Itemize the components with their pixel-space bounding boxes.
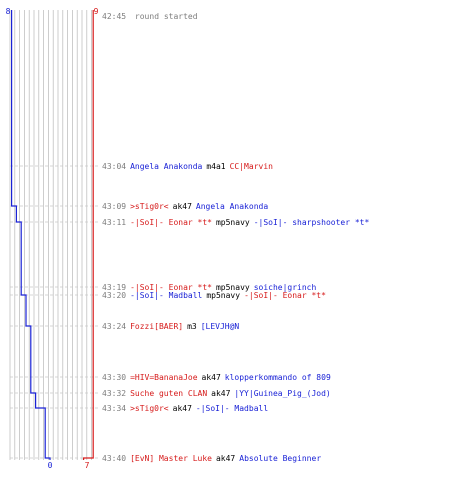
victim-name: Absolute Beginner	[239, 454, 321, 463]
weapon-name: ak47	[216, 454, 235, 463]
victim-name: -|SoI|- Madball	[196, 404, 268, 413]
victim-name: -|SoI|- Eonar *t*	[244, 291, 326, 300]
kill-entry: 43:34 >sTig0r< ak47 -|SoI|- Madball	[102, 404, 268, 413]
entry-time: 43:11	[102, 218, 126, 227]
victim-name: [LEVJH@N	[201, 322, 240, 331]
weapon-name: m4a1	[206, 162, 225, 171]
entry-time: 42:45	[102, 12, 126, 21]
kill-entry: 43:11 -|SoI|- Eonar *t* mp5navy -|SoI|- sha…	[102, 218, 369, 227]
blue-end-count: 0	[48, 461, 53, 470]
kill-entry: 43:04 Angela Anakonda m4a1 CC|Marvin	[102, 162, 273, 171]
red-end-count: 7	[85, 461, 90, 470]
killer-name: -|SoI|- Eonar *t*	[130, 218, 212, 227]
blue-start-count: 8	[6, 7, 11, 16]
player-count-grid	[9, 10, 92, 460]
victim-name: CC|Marvin	[230, 162, 274, 171]
kill-entry: 43:09 >sTig0r< ak47 Angela Anakonda	[102, 202, 268, 211]
entry-time: 43:30	[102, 373, 126, 382]
weapon-name: ak47	[173, 404, 192, 413]
event-guide-lines	[10, 165, 100, 459]
entry-time: 43:32	[102, 389, 126, 398]
weapon-name: mp5navy	[216, 218, 250, 227]
entry-time: 43:19	[102, 283, 126, 292]
weapon-name: ak47	[211, 389, 230, 398]
entry-time: 43:04	[102, 162, 126, 171]
kill-entry: 43:19 -|SoI|- Eonar *t* mp5navy soiche|grin…	[102, 283, 317, 292]
kill-entry: 43:20 -|SoI|- Madball mp5navy -|SoI|- Eonar…	[102, 291, 326, 300]
killer-name: =HIV=BananaJoe	[130, 373, 198, 382]
killer-name: >sTig0r<	[130, 404, 169, 413]
killer-name: Suche guten CLAN	[130, 389, 207, 398]
killer-name: -|SoI|- Madball	[130, 291, 202, 300]
entry-time: 43:09	[102, 202, 126, 211]
victim-name: soiche|grinch	[254, 283, 317, 292]
kill-entry: 43:24 Fozzi[BAER] m3 [LEVJH@N	[102, 322, 239, 331]
kill-entry: 43:32 Suche guten CLAN ak47 |YY|Guinea_Pig_…	[102, 389, 331, 398]
round-start-entry: 42:45 round started	[102, 12, 198, 21]
kill-log: 42:45 round started 43:04 Angela Anakonda…	[102, 12, 369, 463]
team-alive-lines	[11, 10, 94, 460]
killer-name: Fozzi[BAER]	[130, 322, 183, 331]
entry-time: 43:34	[102, 404, 126, 413]
killer-name: [EvN] Master Luke	[130, 454, 212, 463]
victim-name: Angela Anakonda	[196, 202, 268, 211]
kill-entry: 43:40 [EvN] Master Luke ak47 Absolute Begin…	[102, 454, 321, 463]
killer-name: Angela Anakonda	[130, 162, 202, 171]
blue-team-line	[11, 10, 51, 460]
red-team-line	[83, 10, 94, 460]
entry-text: round started	[135, 12, 198, 21]
victim-name: -|SoI|- sharpshooter *t*	[254, 218, 370, 227]
weapon-name: mp5navy	[216, 283, 250, 292]
entry-time: 43:24	[102, 322, 126, 331]
killer-name: -|SoI|- Eonar *t*	[130, 283, 212, 292]
weapon-name: m3	[187, 322, 197, 331]
entry-time: 43:20	[102, 291, 126, 300]
entry-time: 43:40	[102, 454, 126, 463]
weapon-name: mp5navy	[206, 291, 240, 300]
victim-name: |YY|Guinea_Pig_(Jod)	[234, 389, 330, 398]
kill-entry: 43:30 =HIV=BananaJoe ak47 klopperkommando o…	[102, 373, 331, 382]
weapon-name: ak47	[173, 202, 192, 211]
killer-name: >sTig0r<	[130, 202, 169, 211]
victim-name: klopperkommando of 809	[225, 373, 331, 382]
team-count-labels: 8 9 0 7	[6, 7, 99, 470]
weapon-name: ak47	[202, 373, 221, 382]
red-start-count: 9	[94, 7, 99, 16]
